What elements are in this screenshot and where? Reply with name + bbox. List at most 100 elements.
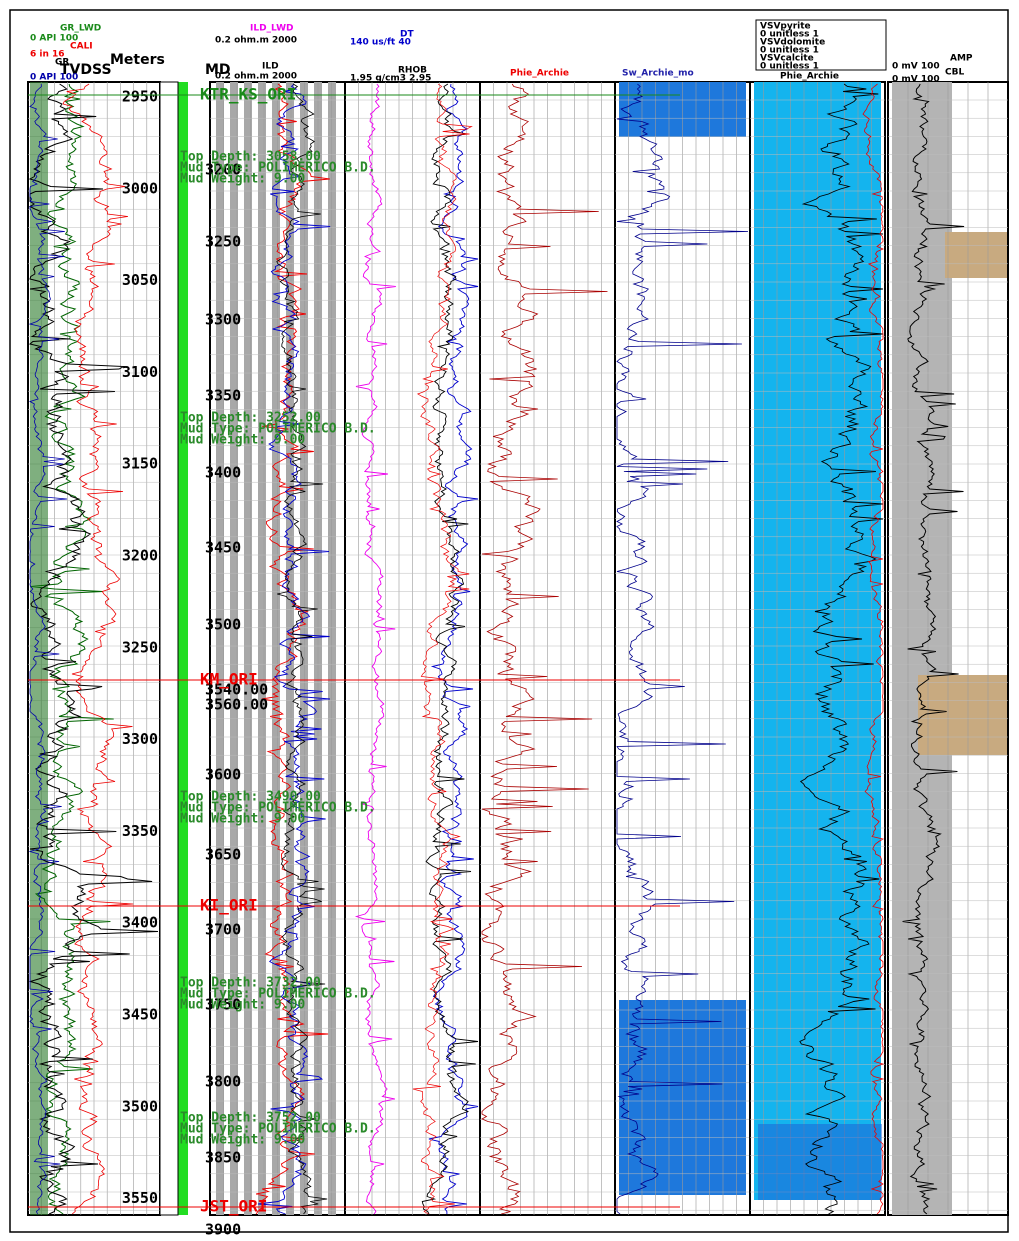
log-curve [276, 83, 328, 1215]
mud-note: Top Depth: 3490.00 [180, 790, 321, 805]
shade [230, 82, 238, 1215]
md-depth: 3600 [205, 766, 241, 784]
cement [918, 675, 1007, 755]
tvdss-depth: 3050 [122, 271, 158, 289]
header-text: AMP [950, 54, 973, 64]
tvdss-depth: 3200 [122, 547, 158, 565]
lith-marker [758, 1124, 882, 1200]
formation-top: KM_ORI [200, 670, 258, 689]
tvdss-depth: 2950 [122, 88, 158, 106]
mud-note: Top Depth: 3752.00 [180, 1111, 321, 1126]
mud-note: Top Depth: 3058.00 [180, 150, 321, 165]
md-depth: 3900 [205, 1221, 241, 1239]
md-depth: 3300 [205, 311, 241, 329]
depth-bar [159, 81, 179, 1216]
header-text: 0.2 ohm.m 2000 [215, 36, 297, 46]
md-depth: 3800 [205, 1073, 241, 1091]
mud-note: Mud Weight: 9.00 [180, 998, 305, 1013]
header-text: 6 in 16 [30, 50, 65, 60]
header-text: Phie_Archie [780, 72, 839, 82]
log-curve [257, 83, 331, 1215]
log-curve [28, 83, 68, 1215]
header-text: CBL [945, 68, 964, 78]
log-curve [62, 83, 134, 1215]
md-depth: 3350 [205, 387, 241, 405]
tvdss-depth: 3400 [122, 914, 158, 932]
header-text: ILD_LWD [250, 24, 294, 34]
md-depth: 3450 [205, 539, 241, 557]
header-text: Meters [110, 52, 165, 68]
labels: 2950 3000 3050 3100 3150 3200 3250 3300 3350 3400… [28, 85, 680, 1239]
mud-note: Mud Type: POLIMERICO B.D. [180, 987, 376, 1002]
log-curve [354, 83, 396, 1215]
md-depth: 3700 [205, 921, 241, 939]
header-text: ILD [262, 62, 279, 72]
mud-note: Mud Weight: 9.00 [180, 812, 305, 827]
shade [300, 82, 308, 1215]
tvdss-depth: 3150 [122, 455, 158, 473]
md-depth: 3650 [205, 846, 241, 864]
tvdss-depth: 3450 [122, 1006, 158, 1024]
curves [28, 83, 965, 1215]
tracks [27, 81, 1009, 1216]
header-text: 0.2 ohm.m 2000 [215, 72, 297, 82]
formation-top: KI_ORI [200, 896, 258, 915]
formation-top: KTR_KS_ORI [200, 85, 296, 104]
header-text: 0 unitless 1 [760, 30, 819, 40]
md-depth: 3500 [205, 616, 241, 634]
shade [328, 82, 336, 1215]
vsv-box [755, 19, 887, 71]
md-depth: 3200 [205, 161, 241, 179]
shade [258, 82, 266, 1215]
md-depth: 3400 [205, 464, 241, 482]
md-depth: 3560.00 [205, 696, 268, 714]
log-curve [428, 83, 479, 1214]
header-text: VSVcalcite [760, 54, 814, 64]
header-text: CALI [70, 42, 93, 52]
md-depth: 3850 [205, 1149, 241, 1167]
tvdss-depth: 3300 [122, 730, 158, 748]
log-curve [862, 83, 885, 1215]
header-text: RHOB [398, 66, 427, 76]
header-text: GR [55, 58, 69, 68]
header-text: Sw_Archie_mo [622, 69, 694, 79]
log-curve [31, 83, 114, 1215]
shade [272, 82, 280, 1215]
mud-note: Mud Weight: 9.00 [180, 1133, 305, 1148]
mud-note: Mud Type: POLIMERICO B.D. [180, 801, 376, 816]
header-text: 140 us/ft 40 [350, 38, 411, 48]
header-text: VSVpyrite [760, 22, 811, 32]
header-text: DT [400, 30, 414, 40]
header-text: TVDSS [60, 62, 112, 78]
md-depth: 3540.00 [205, 681, 268, 699]
md-depth: 3250 [205, 233, 241, 251]
header-text: Phie_Archie [510, 69, 569, 79]
mud-note: Top Depth: 3732.00 [180, 976, 321, 991]
header-text: 0 mV 100 [892, 75, 940, 85]
mud-note: Mud Weight: 9.00 [180, 172, 305, 187]
mud-note: Mud Weight: 9.00 [180, 433, 305, 448]
cbl-fill [892, 82, 952, 1215]
tvdss-depth: 3500 [122, 1097, 158, 1115]
mud-note: Mud Type: POLIMERICO B.D. [180, 422, 376, 437]
header: GR_LWD 0 API 100 CALI 6 in 16 GR Meters … [30, 19, 973, 85]
log-curve [28, 83, 159, 1215]
header-text: 0 unitless 1 [760, 46, 819, 56]
mud-note: Mud Type: POLIMERICO B.D. [180, 1122, 376, 1137]
shade [216, 82, 224, 1215]
shade [244, 82, 252, 1215]
header-text: 0 API 100 [30, 73, 78, 83]
tvdss-depth: 3100 [122, 363, 158, 381]
log-curve [616, 83, 749, 1215]
header-text: MD [205, 62, 231, 78]
log-curve [481, 83, 608, 1215]
log-curve [902, 83, 965, 1215]
header-text: GR_LWD [60, 24, 101, 34]
formation-top: JST_ORI [200, 1197, 267, 1216]
tvdss-depth: 3000 [122, 179, 158, 197]
cement [945, 232, 1007, 278]
mud-note: Top Depth: 3252.00 [180, 411, 321, 426]
header-text: VSVdolomite [760, 38, 825, 48]
tvdss-depth: 3250 [122, 638, 158, 656]
depth-bar [178, 82, 188, 1215]
